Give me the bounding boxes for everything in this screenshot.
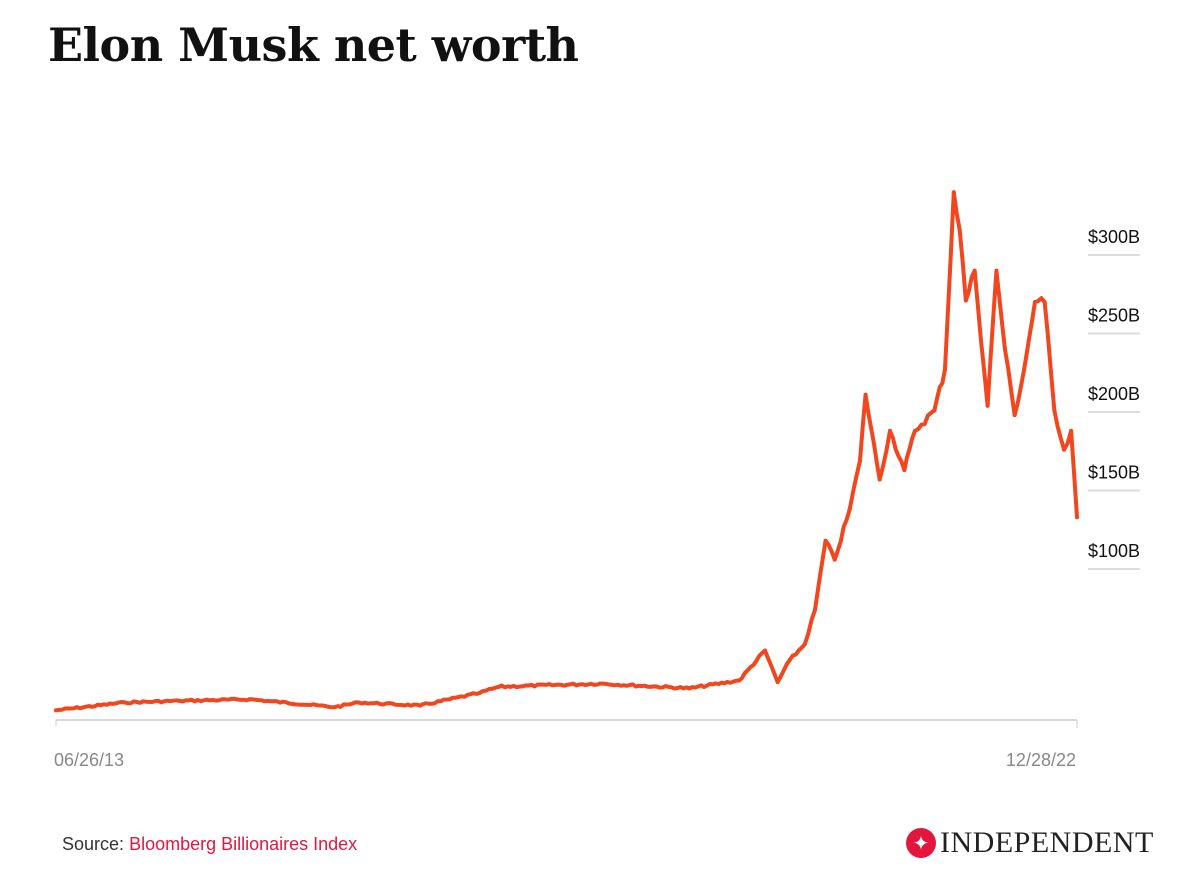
data-point — [496, 684, 501, 689]
data-point — [122, 700, 127, 705]
data-point — [1022, 367, 1027, 372]
data-point — [598, 681, 603, 686]
y-tick-label: $100B — [1088, 541, 1140, 561]
chart-title: Elon Musk net worth — [48, 18, 579, 72]
data-point — [54, 708, 58, 713]
data-point — [418, 703, 423, 708]
eagle-icon: ✦ — [906, 828, 936, 858]
y-tick-label: $150B — [1088, 463, 1140, 483]
data-point — [887, 428, 892, 433]
source-note: Source: Bloomberg Billionaires Index — [62, 834, 357, 855]
data-point — [1012, 413, 1017, 418]
data-point — [737, 678, 742, 683]
data-point — [687, 686, 692, 691]
data-point — [863, 392, 868, 397]
data-point — [787, 658, 792, 663]
data-point — [247, 697, 252, 702]
data-point — [963, 298, 968, 303]
data-point — [812, 607, 817, 612]
source-label: Source: — [62, 834, 125, 854]
data-point — [762, 648, 767, 653]
x-tick-label-end: 12/28/22 — [1006, 750, 1076, 770]
net-worth-line — [54, 190, 1079, 713]
data-point — [1042, 300, 1047, 305]
data-point — [1075, 515, 1079, 520]
data-point — [356, 700, 361, 705]
data-point — [985, 403, 990, 408]
data-point — [1032, 300, 1037, 305]
data-point — [994, 268, 999, 273]
data-point — [775, 680, 780, 685]
x-tick-label-start: 06/26/13 — [54, 750, 124, 770]
data-point — [802, 642, 807, 647]
y-tick-label: $250B — [1088, 306, 1140, 326]
data-point — [877, 477, 882, 482]
data-point — [912, 428, 917, 433]
data-point — [957, 227, 962, 232]
data-point — [847, 507, 852, 512]
y-tick-label: $300B — [1088, 227, 1140, 247]
data-point — [902, 468, 907, 473]
data-point — [477, 691, 482, 696]
data-point — [972, 268, 977, 273]
data-point — [1069, 428, 1074, 433]
logo-wordmark: INDEPENDENT — [940, 826, 1154, 859]
data-point — [832, 557, 837, 562]
data-point — [857, 458, 862, 463]
data-point — [177, 698, 182, 703]
data-point — [1052, 408, 1057, 413]
data-point — [1062, 447, 1067, 452]
data-point — [1002, 347, 1007, 352]
data-point — [951, 190, 956, 195]
independent-logo: ✦ INDEPENDENT — [906, 826, 1154, 860]
data-point — [932, 408, 937, 413]
data-point — [823, 538, 828, 543]
y-tick-label: $200B — [1088, 384, 1140, 404]
data-point — [942, 367, 947, 372]
source-name: Bloomberg Billionaires Index — [129, 834, 358, 854]
data-point — [332, 705, 337, 710]
